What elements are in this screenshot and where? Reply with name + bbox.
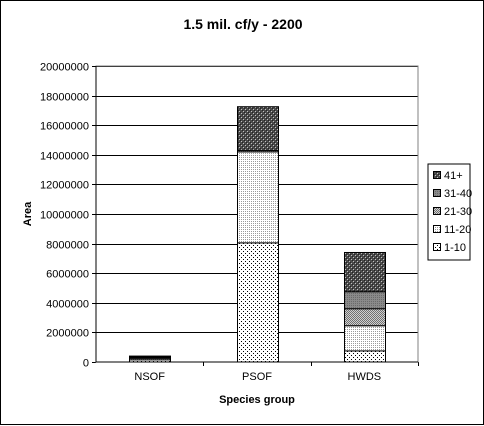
legend-label: 21-30 [444, 206, 472, 218]
bar-segment-nsof-41plus [129, 355, 171, 358]
bar-segment-psof-41plus [237, 106, 279, 151]
y-tick-label: 0 [83, 358, 89, 370]
y-tick-label: 12000000 [40, 180, 89, 192]
legend-label: 31-40 [444, 188, 472, 200]
bar-segment-hwds-21-30 [344, 308, 386, 327]
x-axis-title: Species group [219, 394, 295, 406]
legend-swatch-31-40 [433, 189, 441, 197]
y-tick-label: 2000000 [46, 328, 89, 340]
bar-segment-psof-11-20 [237, 151, 279, 244]
y-tick-label: 6000000 [46, 269, 89, 281]
y-tick-label: 20000000 [40, 62, 89, 74]
bar-segment-hwds-31-40 [344, 291, 386, 310]
bar-segment-psof-1-10 [237, 242, 279, 363]
legend-swatch-21-30 [433, 207, 441, 215]
x-tick-label: PSOF [242, 371, 272, 383]
y-tick-labels: 0 2000000 4000000 6000000 8000000 10000000 120… [40, 62, 89, 370]
y-tick-label: 16000000 [40, 121, 89, 133]
chart-title: 1.5 mil. cf/y - 2200 [183, 16, 302, 32]
y-tick-label: 10000000 [40, 210, 89, 222]
y-tick-label: 4000000 [46, 299, 89, 311]
legend-swatch-1-10 [433, 243, 441, 251]
x-tick-label: NSOF [134, 371, 165, 383]
legend-label: 41+ [444, 170, 463, 182]
bars [129, 106, 386, 363]
legend-label: 11-20 [444, 224, 471, 236]
bar-segment-hwds-1-10 [344, 350, 386, 363]
bar-segment-hwds-41plus [344, 251, 386, 293]
legend-label: 1-10 [444, 242, 466, 254]
legend-swatch-11-20 [433, 225, 441, 233]
y-tick-label: 8000000 [46, 240, 89, 252]
y-tick-label: 14000000 [40, 151, 89, 163]
legend-swatch-41plus [433, 171, 441, 179]
bar-segment-hwds-11-20 [344, 325, 386, 352]
y-axis-title: Area [22, 201, 34, 226]
x-tick-label: HWDS [348, 371, 382, 383]
x-tick-labels: NSOF PSOF HWDS [134, 362, 419, 383]
y-tick-label: 18000000 [40, 92, 89, 104]
legend: 41+ 31-40 21-30 11-20 1-10 [427, 163, 472, 261]
